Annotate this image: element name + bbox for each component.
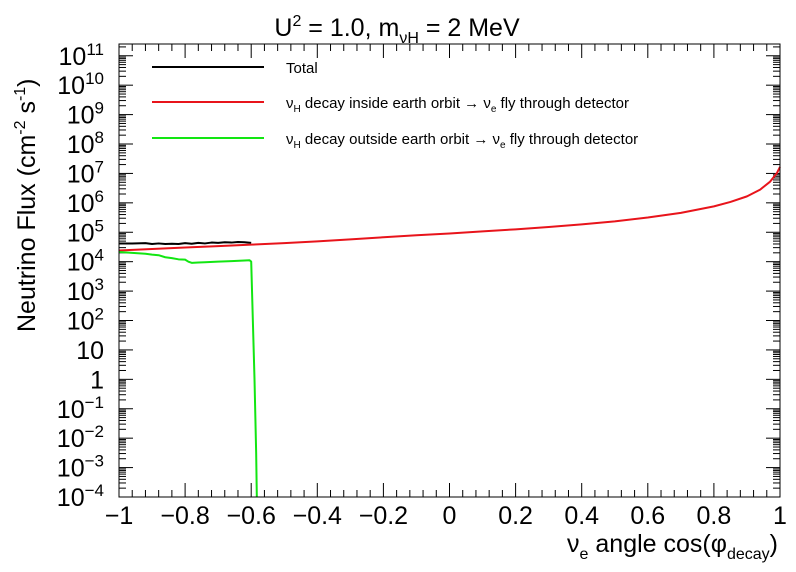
x-tick-label: 0.4 bbox=[564, 502, 599, 530]
x-tick-label: −1 bbox=[105, 502, 134, 530]
legend: Total νH decay inside earth orbit → νe fl… bbox=[152, 60, 638, 151]
y-tick-label: 10−3 bbox=[57, 452, 104, 483]
x-tick-label: 1 bbox=[773, 502, 787, 530]
y-tick-label: 10−2 bbox=[57, 422, 104, 453]
y-tick-label: 1010 bbox=[57, 69, 104, 100]
y-tick-label: 10−4 bbox=[57, 481, 104, 512]
legend-label: νH decay inside earth orbit → νe fly thr… bbox=[286, 95, 629, 115]
y-tick-label: 107 bbox=[67, 157, 104, 188]
series-line-0 bbox=[119, 240, 252, 246]
series-line-1 bbox=[118, 166, 781, 252]
legend-label: Total bbox=[286, 60, 318, 77]
plot-frame bbox=[118, 43, 781, 498]
legend-label: νH decay outside earth orbit → νe fly th… bbox=[286, 131, 638, 151]
y-tick-label: 106 bbox=[67, 187, 104, 218]
y-tick-label: 102 bbox=[67, 305, 104, 336]
y-tick-label: 108 bbox=[67, 128, 104, 159]
x-axis-label: νe angle cos(φdecay) bbox=[567, 530, 778, 563]
y-tick-label: 10−1 bbox=[57, 393, 104, 424]
x-tick-label: −0.4 bbox=[293, 502, 342, 530]
x-tick-label: −0.8 bbox=[160, 502, 209, 530]
y-tick-label: 104 bbox=[67, 246, 104, 277]
x-tick-label: 0.6 bbox=[630, 502, 665, 530]
x-tick-label: 0 bbox=[443, 502, 457, 530]
x-tick-label: 0.2 bbox=[498, 502, 533, 530]
y-axis-ticks: 10−410−310−210−1110102103104105106107108… bbox=[57, 40, 780, 512]
y-tick-label: 1 bbox=[90, 366, 104, 394]
series-line-2 bbox=[118, 250, 258, 498]
y-tick-label: 109 bbox=[67, 99, 104, 130]
x-tick-label: −0.2 bbox=[359, 502, 408, 530]
x-tick-label: 0.8 bbox=[697, 502, 732, 530]
y-tick-label: 103 bbox=[67, 275, 104, 306]
chart-title: U2 = 1.0, mνH = 2 MeV bbox=[274, 13, 520, 47]
y-tick-label: 1011 bbox=[59, 40, 104, 71]
x-axis-ticks: −1 −0.8 −0.6 −0.4 −0.2 0 0.2 0.4 0.6 0.8 1 bbox=[105, 44, 787, 530]
x-tick-label: −0.6 bbox=[227, 502, 276, 530]
y-tick-label: 10 bbox=[76, 337, 104, 365]
y-axis-label: Neutrino Flux (cm-2 s-1) bbox=[12, 78, 41, 332]
y-tick-label: 105 bbox=[67, 216, 104, 247]
series-layer bbox=[118, 166, 781, 498]
